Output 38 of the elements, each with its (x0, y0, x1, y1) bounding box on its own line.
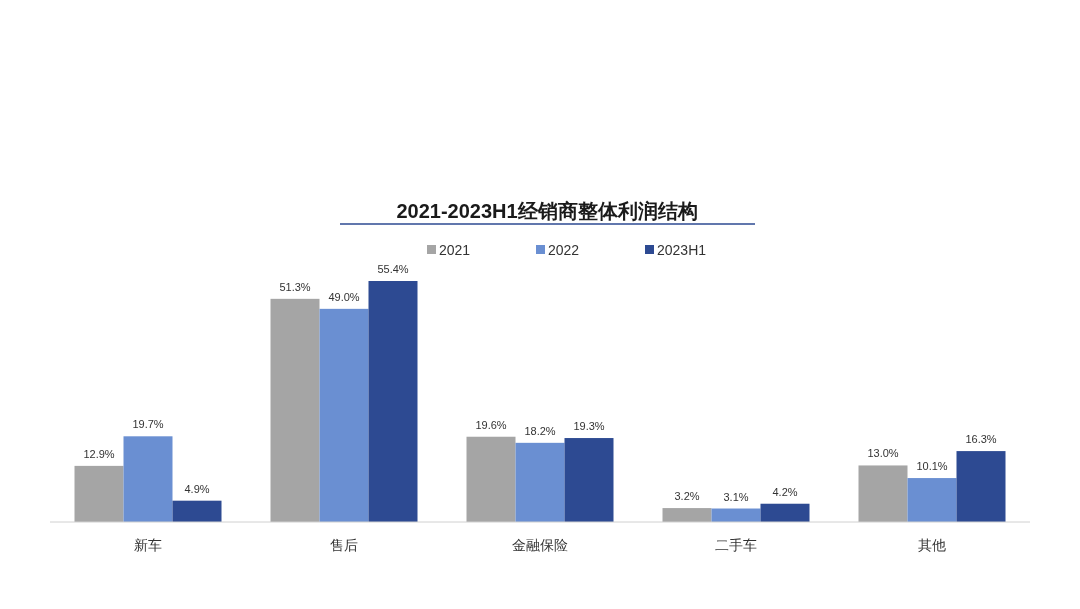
data-label: 19.6% (475, 418, 507, 431)
legend-label: 2023H1 (657, 242, 707, 258)
bar (564, 438, 614, 522)
legend-label: 2022 (548, 242, 580, 258)
bar (760, 503, 810, 522)
data-label: 4.2% (772, 485, 798, 498)
x-tick-label: 金融保险 (512, 537, 568, 553)
data-label: 12.9% (83, 447, 115, 460)
bar (956, 451, 1006, 522)
data-label: 19.3% (573, 420, 605, 433)
x-tick-label: 二手车 (715, 537, 757, 553)
bar (515, 442, 565, 522)
data-label: 4.9% (184, 482, 210, 495)
bar (172, 500, 222, 522)
data-label: 19.7% (132, 418, 164, 431)
x-tick-label: 新车 (134, 537, 162, 553)
legend-label: 2021 (439, 242, 471, 258)
bar (858, 465, 908, 522)
bar (319, 308, 369, 522)
data-label: 16.3% (965, 433, 997, 446)
x-tick-label: 售后 (330, 537, 358, 553)
data-label: 3.2% (674, 490, 700, 503)
bar (466, 436, 516, 522)
bar (368, 281, 418, 522)
data-label: 55.4% (377, 263, 409, 275)
bar (123, 436, 173, 522)
data-label: 49.0% (328, 290, 360, 303)
bar (74, 465, 124, 522)
x-tick-label: 其他 (918, 537, 946, 553)
bar (662, 508, 712, 522)
data-label: 10.1% (916, 460, 948, 473)
bar (907, 478, 957, 522)
data-label: 18.2% (524, 424, 556, 437)
data-label: 13.0% (867, 447, 899, 460)
bar (270, 298, 320, 522)
chart-title: 2021-2023H1经销商整体利润结构 (396, 200, 698, 222)
data-label: 3.1% (723, 490, 749, 503)
data-label: 51.3% (279, 280, 311, 293)
